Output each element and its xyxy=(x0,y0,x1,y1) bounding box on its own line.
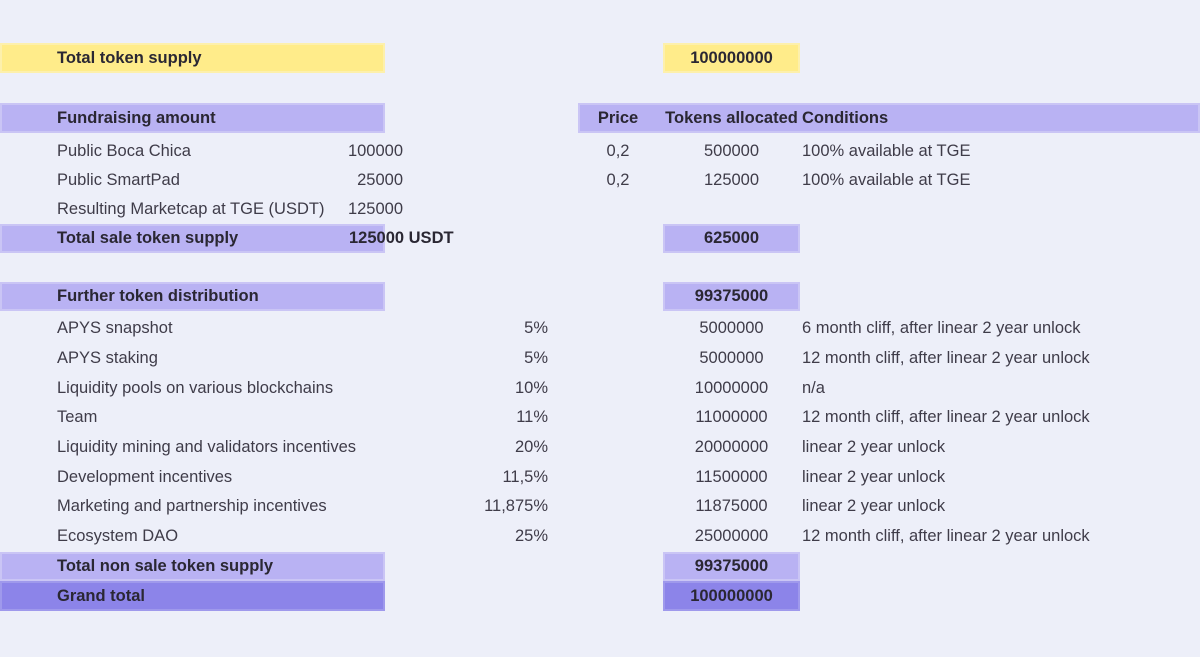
distribution-row-tokens[interactable]: 20000000 xyxy=(694,437,769,456)
fundraising-row-conditions[interactable] xyxy=(802,195,1200,224)
total-sale-token-supply-label: Total sale token supply xyxy=(57,229,239,247)
total-token-supply-value: 100000000 xyxy=(690,48,773,67)
distribution-row-conditions[interactable]: 6 month cliff, after linear 2 year unloc… xyxy=(802,319,1081,338)
distribution-row: Development incentives 11,5% 11500000 li… xyxy=(0,462,1200,492)
distribution-row-label[interactable]: Development incentives xyxy=(57,467,233,486)
distribution-row: Marketing and partnership incentives 11,… xyxy=(0,492,1200,522)
distribution-row-percent[interactable]: 10% xyxy=(514,378,548,397)
distribution-row: APYS snapshot 5% 5000000 6 month cliff, … xyxy=(0,314,1200,344)
distribution-row-label[interactable]: Liquidity mining and validators incentiv… xyxy=(57,437,356,456)
total-sale-amount-cell[interactable]: 125000 USDT xyxy=(349,229,454,247)
total-token-supply-value-cell[interactable]: 100000000 xyxy=(663,43,800,73)
fundraising-row-amount[interactable]: 25000 xyxy=(357,171,403,189)
distribution-row-conditions[interactable]: 12 month cliff, after linear 2 year unlo… xyxy=(802,348,1090,367)
fundraising-row: Public SmartPad 25000 0,2 125000 100% av… xyxy=(0,166,1200,195)
total-sale-token-supply-label-cell[interactable]: Total sale token supply xyxy=(0,224,385,253)
distribution-row-tokens[interactable]: 10000000 xyxy=(694,378,769,397)
conditions-column-header[interactable]: Conditions xyxy=(802,108,889,127)
fundraising-amount-header: Fundraising amount xyxy=(57,108,216,127)
distribution-row: Liquidity mining and validators incentiv… xyxy=(0,433,1200,463)
total-non-sale-label: Total non sale token supply xyxy=(57,557,274,575)
fundraising-row-label[interactable]: Public SmartPad xyxy=(57,171,180,189)
distribution-row-percent[interactable]: 11,875% xyxy=(484,497,548,516)
fundraising-row-price[interactable]: 0,2 xyxy=(606,142,630,160)
distribution-row-percent[interactable]: 5% xyxy=(524,348,548,367)
further-distribution-header-cell[interactable]: Further token distribution xyxy=(0,282,385,311)
distribution-row: Liquidity pools on various blockchains 1… xyxy=(0,373,1200,403)
distribution-row-percent[interactable]: 20% xyxy=(514,437,548,456)
fundraising-row-price[interactable]: 0,2 xyxy=(606,171,630,189)
total-token-supply-label: Total token supply xyxy=(57,48,202,67)
fundraising-row-label[interactable]: Public Boca Chica xyxy=(57,142,191,160)
distribution-row-conditions[interactable]: 12 month cliff, after linear 2 year unlo… xyxy=(802,408,1090,427)
total-sale-amount-row: 125000 USDT xyxy=(0,224,1200,253)
fundraising-row-tokens[interactable]: 500000 xyxy=(703,142,760,160)
further-distribution-tokens-value: 99375000 xyxy=(694,287,769,305)
fundraising-row-price[interactable] xyxy=(578,195,658,224)
total-non-sale-tokens-cell[interactable]: 99375000 xyxy=(663,552,800,581)
fundraising-row: Resulting Marketcap at TGE (USDT) 125000 xyxy=(0,195,1200,224)
distribution-row-tokens[interactable]: 25000000 xyxy=(694,526,769,545)
distribution-row-tokens[interactable]: 11500000 xyxy=(695,467,768,486)
further-distribution-header: Further token distribution xyxy=(57,287,259,305)
total-sale-tokens-value: 625000 xyxy=(703,229,760,247)
price-column-header[interactable]: Price xyxy=(597,108,639,127)
fundraising-row-label[interactable]: Resulting Marketcap at TGE (USDT) xyxy=(57,200,325,218)
distribution-row-percent[interactable]: 5% xyxy=(524,319,548,338)
fundraising-row-conditions[interactable]: 100% available at TGE xyxy=(802,171,971,189)
distribution-row-conditions[interactable]: n/a xyxy=(802,378,825,397)
distribution-row-percent[interactable]: 11% xyxy=(516,408,548,427)
distribution-row-label[interactable]: Marketing and partnership incentives xyxy=(57,497,327,516)
total-non-sale-tokens-value: 99375000 xyxy=(694,557,769,575)
distribution-row-label[interactable]: Team xyxy=(57,408,98,427)
total-non-sale-label-cell[interactable]: Total non sale token supply xyxy=(0,552,385,581)
distribution-row-conditions[interactable]: linear 2 year unlock xyxy=(802,437,946,456)
distribution-row-tokens[interactable]: 5000000 xyxy=(699,319,764,338)
distribution-row-percent[interactable]: 11,5% xyxy=(502,467,548,486)
distribution-row-label[interactable]: APYS staking xyxy=(57,348,158,367)
distribution-row-label[interactable]: Ecosystem DAO xyxy=(57,526,179,545)
distribution-row-tokens[interactable]: 5000000 xyxy=(699,348,764,367)
fundraising-row-conditions[interactable]: 100% available at TGE xyxy=(802,142,971,160)
distribution-row-conditions[interactable]: linear 2 year unlock xyxy=(802,467,946,486)
distribution-row-tokens[interactable]: 11000000 xyxy=(695,408,768,427)
fundraising-row-tokens[interactable]: 125000 xyxy=(703,171,760,189)
fundraising-amount-header-cell[interactable]: Fundraising amount xyxy=(0,103,385,133)
fundraising-columns-header-band[interactable]: Price Tokens allocated Conditions xyxy=(578,103,1200,133)
distribution-row-label[interactable]: Liquidity pools on various blockchains xyxy=(57,378,334,397)
distribution-row-conditions[interactable]: linear 2 year unlock xyxy=(802,497,946,516)
total-sale-tokens-cell[interactable]: 625000 xyxy=(663,224,800,253)
fundraising-row: Public Boca Chica 100000 0,2 500000 100%… xyxy=(0,137,1200,166)
distribution-row: APYS staking 5% 5000000 12 month cliff, … xyxy=(0,344,1200,374)
distribution-row-percent[interactable]: 25% xyxy=(514,526,548,545)
distribution-row-tokens[interactable]: 11875000 xyxy=(695,497,768,516)
distribution-row: Ecosystem DAO 25% 25000000 12 month clif… xyxy=(0,522,1200,552)
further-distribution-tokens-cell[interactable]: 99375000 xyxy=(663,282,800,311)
fundraising-row-tokens[interactable] xyxy=(663,195,800,224)
distribution-row-label[interactable]: APYS snapshot xyxy=(57,319,173,338)
distribution-row-conditions[interactable]: 12 month cliff, after linear 2 year unlo… xyxy=(802,526,1090,545)
total-token-supply-label-cell[interactable]: Total token supply xyxy=(0,43,385,73)
distribution-row: Team 11% 11000000 12 month cliff, after … xyxy=(0,403,1200,433)
grand-total-label: Grand total xyxy=(57,586,146,605)
grand-total-tokens-value: 100000000 xyxy=(690,586,773,605)
tokens-allocated-column-header[interactable]: Tokens allocated xyxy=(665,108,798,127)
grand-total-label-cell[interactable]: Grand total xyxy=(0,581,385,611)
fundraising-row-amount[interactable]: 125000 xyxy=(347,200,403,218)
grand-total-tokens-cell[interactable]: 100000000 xyxy=(663,581,800,611)
fundraising-row-amount[interactable]: 100000 xyxy=(347,142,403,160)
